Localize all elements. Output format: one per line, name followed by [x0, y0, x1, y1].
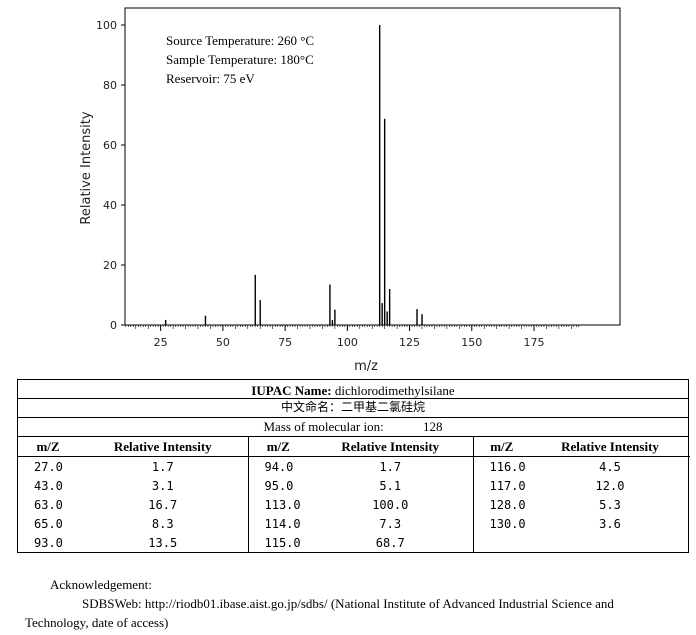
- x-tick-label: 25: [154, 336, 168, 349]
- chart-ticks: 0 20 40 60 80 100 25 50 75 100 125 150 175: [96, 19, 580, 349]
- chart-annotation: Source Temperature: 260 °C: [166, 33, 314, 48]
- chinese-name: 二甲基二氯硅烷: [341, 400, 426, 414]
- acknowledgement-line-1: SDBSWeb: http://riodb01.ibase.aist.go.jp…: [82, 596, 614, 611]
- iupac-row: IUPAC Name: dichlorodimethylsilane: [18, 380, 688, 399]
- intensity-cell: 5.3: [599, 497, 621, 512]
- x-tick-label: 100: [337, 336, 358, 349]
- table-row: 27.0 1.7 94.0 1.7 116.0 4.5: [18, 456, 690, 476]
- chart-annotation: Reservoir: 75 eV: [166, 71, 255, 86]
- mz-cell: 115.0: [247, 533, 308, 552]
- x-tick-label: 50: [216, 336, 230, 349]
- column-header: m/Z: [472, 437, 530, 457]
- peak-table-body: 27.0 1.7 94.0 1.7 116.0 4.5 43.0 3.1 95.0 5.1 117.…: [18, 456, 690, 552]
- table-row: 93.0 13.5 115.0 68.7: [18, 533, 690, 552]
- iupac-label: IUPAC Name:: [251, 383, 332, 398]
- column-header: m/Z: [247, 437, 308, 457]
- intensity-cell: 3.6: [599, 516, 621, 531]
- mz-cell: 95.0: [247, 476, 308, 495]
- spectrum-info-table: IUPAC Name: dichlorodimethylsilane 中文命名：…: [17, 379, 690, 553]
- chinese-name-row: 中文命名：二甲基二氯硅烷: [18, 399, 688, 418]
- mz-cell: 94.0: [247, 456, 308, 476]
- intensity-cell: 8.3: [151, 516, 174, 531]
- acknowledgement: Acknowledgement: SDBSWeb: http://riodb01…: [0, 575, 696, 632]
- intensity-cell: 3.1: [151, 478, 174, 493]
- intensity-cell: 12.0: [595, 478, 625, 493]
- y-tick-label: 40: [103, 199, 117, 212]
- mz-cell: 130.0: [472, 514, 530, 533]
- mass-spectrum-chart: 0 20 40 60 80 100 25 50 75 100 125 150 175 Relative …: [79, 7, 621, 374]
- intensity-cell: 5.1: [379, 478, 402, 493]
- mz-cell: 117.0: [472, 476, 530, 495]
- intensity-cell: 4.5: [599, 459, 621, 474]
- y-axis-label: Relative Intensity: [79, 111, 94, 224]
- mz-cell: 113.0: [247, 495, 308, 514]
- table-row: 43.0 3.1 95.0 5.1 117.0 12.0: [18, 476, 690, 495]
- intensity-cell: 7.3: [379, 516, 402, 531]
- y-tick-label: 20: [103, 259, 117, 272]
- peak-table-header: m/Z Relative Intensity m/Z Relative Inte…: [18, 437, 690, 457]
- mz-cell: 128.0: [472, 495, 530, 514]
- y-tick-label: 0: [110, 319, 117, 332]
- chart-bars: [164, 25, 423, 325]
- x-axis-label: m/z: [354, 359, 378, 374]
- y-tick-label: 80: [103, 79, 117, 92]
- x-tick-label: 150: [461, 336, 482, 349]
- mz-cell: 116.0: [472, 456, 530, 476]
- intensity-cell: [530, 533, 690, 552]
- acknowledgement-line-2: Technology, date of access): [25, 615, 169, 630]
- mz-cell: 27.0: [34, 459, 63, 474]
- y-tick-label: 60: [103, 139, 117, 152]
- acknowledgement-heading: Acknowledgement:: [50, 577, 152, 592]
- intensity-cell: 16.7: [148, 497, 178, 512]
- iupac-name: dichlorodimethylsilane: [334, 383, 455, 398]
- chinese-name-label: 中文命名：: [280, 400, 341, 414]
- mz-cell: 114.0: [247, 514, 308, 533]
- x-tick-label: 125: [399, 336, 420, 349]
- mz-cell: 43.0: [34, 478, 63, 493]
- column-header: Relative Intensity: [78, 437, 248, 457]
- mass-label: Mass of molecular ion:: [263, 419, 384, 434]
- molecular-ion-row: Mass of molecular ion: 128: [18, 418, 688, 437]
- mz-cell: 65.0: [34, 516, 63, 531]
- intensity-cell: 68.7: [375, 535, 405, 550]
- x-tick-label: 75: [278, 336, 292, 349]
- column-header: Relative Intensity: [530, 437, 690, 457]
- chart-annotations: Source Temperature: 260 °C Sample Tempera…: [166, 33, 314, 86]
- column-header: m/Z: [18, 437, 78, 457]
- table-row: 63.0 16.7 113.0 100.0 128.0 5.3: [18, 495, 690, 514]
- chart-annotation: Sample Temperature: 180°C: [166, 52, 314, 67]
- peak-table: m/Z Relative Intensity m/Z Relative Inte…: [18, 437, 690, 552]
- intensity-cell: 100.0: [372, 497, 409, 512]
- intensity-cell: 1.7: [151, 459, 174, 474]
- mz-cell: 93.0: [34, 535, 63, 550]
- x-tick-label: 175: [524, 336, 545, 349]
- y-tick-label: 100: [96, 19, 117, 32]
- mass-value: 128: [422, 419, 443, 434]
- mz-cell: [472, 533, 530, 552]
- intensity-cell: 13.5: [148, 535, 178, 550]
- table-row: 65.0 8.3 114.0 7.3 130.0 3.6: [18, 514, 690, 533]
- column-header: Relative Intensity: [308, 437, 473, 457]
- mz-cell: 63.0: [34, 497, 63, 512]
- intensity-cell: 1.7: [379, 459, 402, 474]
